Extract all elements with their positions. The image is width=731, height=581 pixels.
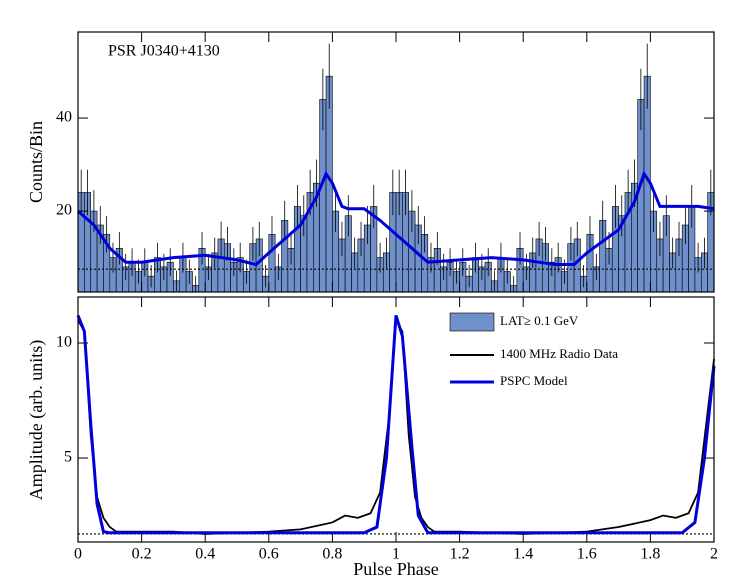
x-tick-label: 1.2	[450, 546, 470, 563]
data-line	[77, 316, 715, 535]
legend-label: 1400 MHz Radio Data	[500, 346, 618, 361]
y-tick-label: 5	[64, 449, 72, 466]
x-tick-label: 1.8	[640, 546, 660, 563]
x-tick-label: 0.4	[195, 546, 215, 563]
x-tick-label: 1.4	[513, 546, 533, 563]
x-tick-label: 0.2	[132, 546, 152, 563]
legend-label: PSPC Model	[500, 373, 568, 388]
annotation: PSR J0340+4130	[108, 43, 220, 60]
y-tick-label: 40	[56, 109, 72, 126]
x-tick-label: 1.6	[577, 546, 597, 563]
x-tick-label: 0.6	[259, 546, 279, 563]
data-line	[76, 314, 716, 535]
y-tick-label: 20	[56, 202, 72, 219]
legend-label: LAT≥ 0.1 GeV	[500, 313, 579, 328]
x-axis-label: Pulse Phase	[353, 559, 439, 579]
data-line	[77, 170, 715, 267]
x-tick-label: 2	[710, 546, 718, 563]
x-tick-label: 0	[74, 546, 82, 563]
y-axis-label: Amplitude (arb. units)	[26, 340, 47, 500]
x-tick-label: 0.8	[322, 546, 342, 563]
x-tick-label: 1	[392, 546, 400, 563]
y-tick-label: 10	[56, 334, 72, 351]
y-axis-label: Counts/Bin	[26, 121, 46, 203]
legend-swatch	[449, 312, 495, 332]
